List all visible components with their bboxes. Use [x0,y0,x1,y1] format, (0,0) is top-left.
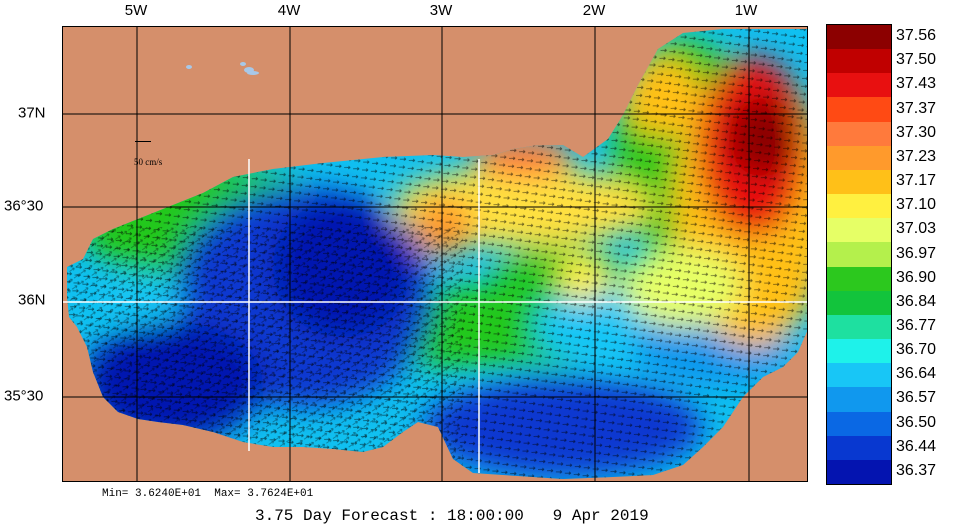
color-bar-label: 37.50 [896,51,937,69]
lat-label-37n: 37N [18,104,46,122]
lon-label-1w: 1W [734,2,758,19]
color-bar-swatch [827,73,891,98]
color-bar-label: 37.56 [896,27,937,45]
color-bar-label: 36.44 [896,437,937,455]
forecast-title: 3.75 Day Forecast : 18:00:00 9 Apr 2019 [255,507,649,525]
vector-scale-bar [135,141,151,142]
min-max-label: Min= 3.6240E+01 Max= 3.7624E+01 [102,488,314,500]
color-bar-swatch [827,169,891,195]
color-bar-label: 37.37 [896,99,937,117]
color-bar-label: 37.17 [896,172,937,190]
color-bar-label: 36.37 [896,461,937,479]
color-bar-label: 36.70 [896,341,937,359]
salinity-field [67,29,807,479]
map-panel[interactable] [62,26,808,482]
salinity-current-map[interactable] [63,27,808,482]
color-bar-label: 36.97 [896,244,937,262]
lon-label-2w: 2W [582,2,606,19]
color-bar-swatch [827,290,891,316]
color-bar-swatch [827,435,891,461]
color-bar-label: 37.30 [896,123,937,141]
color-bar-swatch [827,411,891,437]
lon-label-3w: 3W [429,2,453,19]
color-bar-swatch [827,339,891,364]
color-bar-swatch [827,314,891,340]
color-bar-label: 37.23 [896,147,937,165]
color-bar-swatch [827,121,891,147]
color-bar-swatch [827,459,891,485]
section-lines [63,159,807,473]
lon-label-4w: 4W [277,2,301,19]
color-bar-swatch [827,49,891,74]
color-bar-label: 36.77 [896,316,937,334]
color-bar-label: 36.50 [896,413,937,431]
lon-label-5w: 5W [124,2,148,19]
color-bar-swatch [827,145,891,171]
lat-label-36n: 36N [18,291,46,309]
lat-label-36-30: 36°30 [4,197,44,215]
color-bar-swatch [827,242,891,268]
color-bar-label: 36.57 [896,389,937,407]
color-bar-label: 37.43 [896,75,937,93]
color-bar-label: 37.03 [896,220,937,238]
color-bar [826,24,892,485]
color-bar-label: 36.84 [896,292,937,310]
vector-scale-label: 50 cm/s [134,157,163,167]
color-bar-label: 37.10 [896,196,937,214]
color-bar-swatch [827,218,891,243]
islands [186,62,259,75]
color-bar-swatch [827,363,891,388]
lat-label-35-30: 35°30 [4,387,44,405]
lat-lon-grid [63,27,807,481]
color-bar-swatch [827,387,891,413]
color-bar-label: 36.90 [896,268,937,286]
color-bar-swatch [827,194,891,219]
color-bar-swatch [827,25,891,50]
color-bar-swatch [827,266,891,292]
color-bar-label: 36.64 [896,365,937,383]
color-bar-swatch [827,97,891,123]
